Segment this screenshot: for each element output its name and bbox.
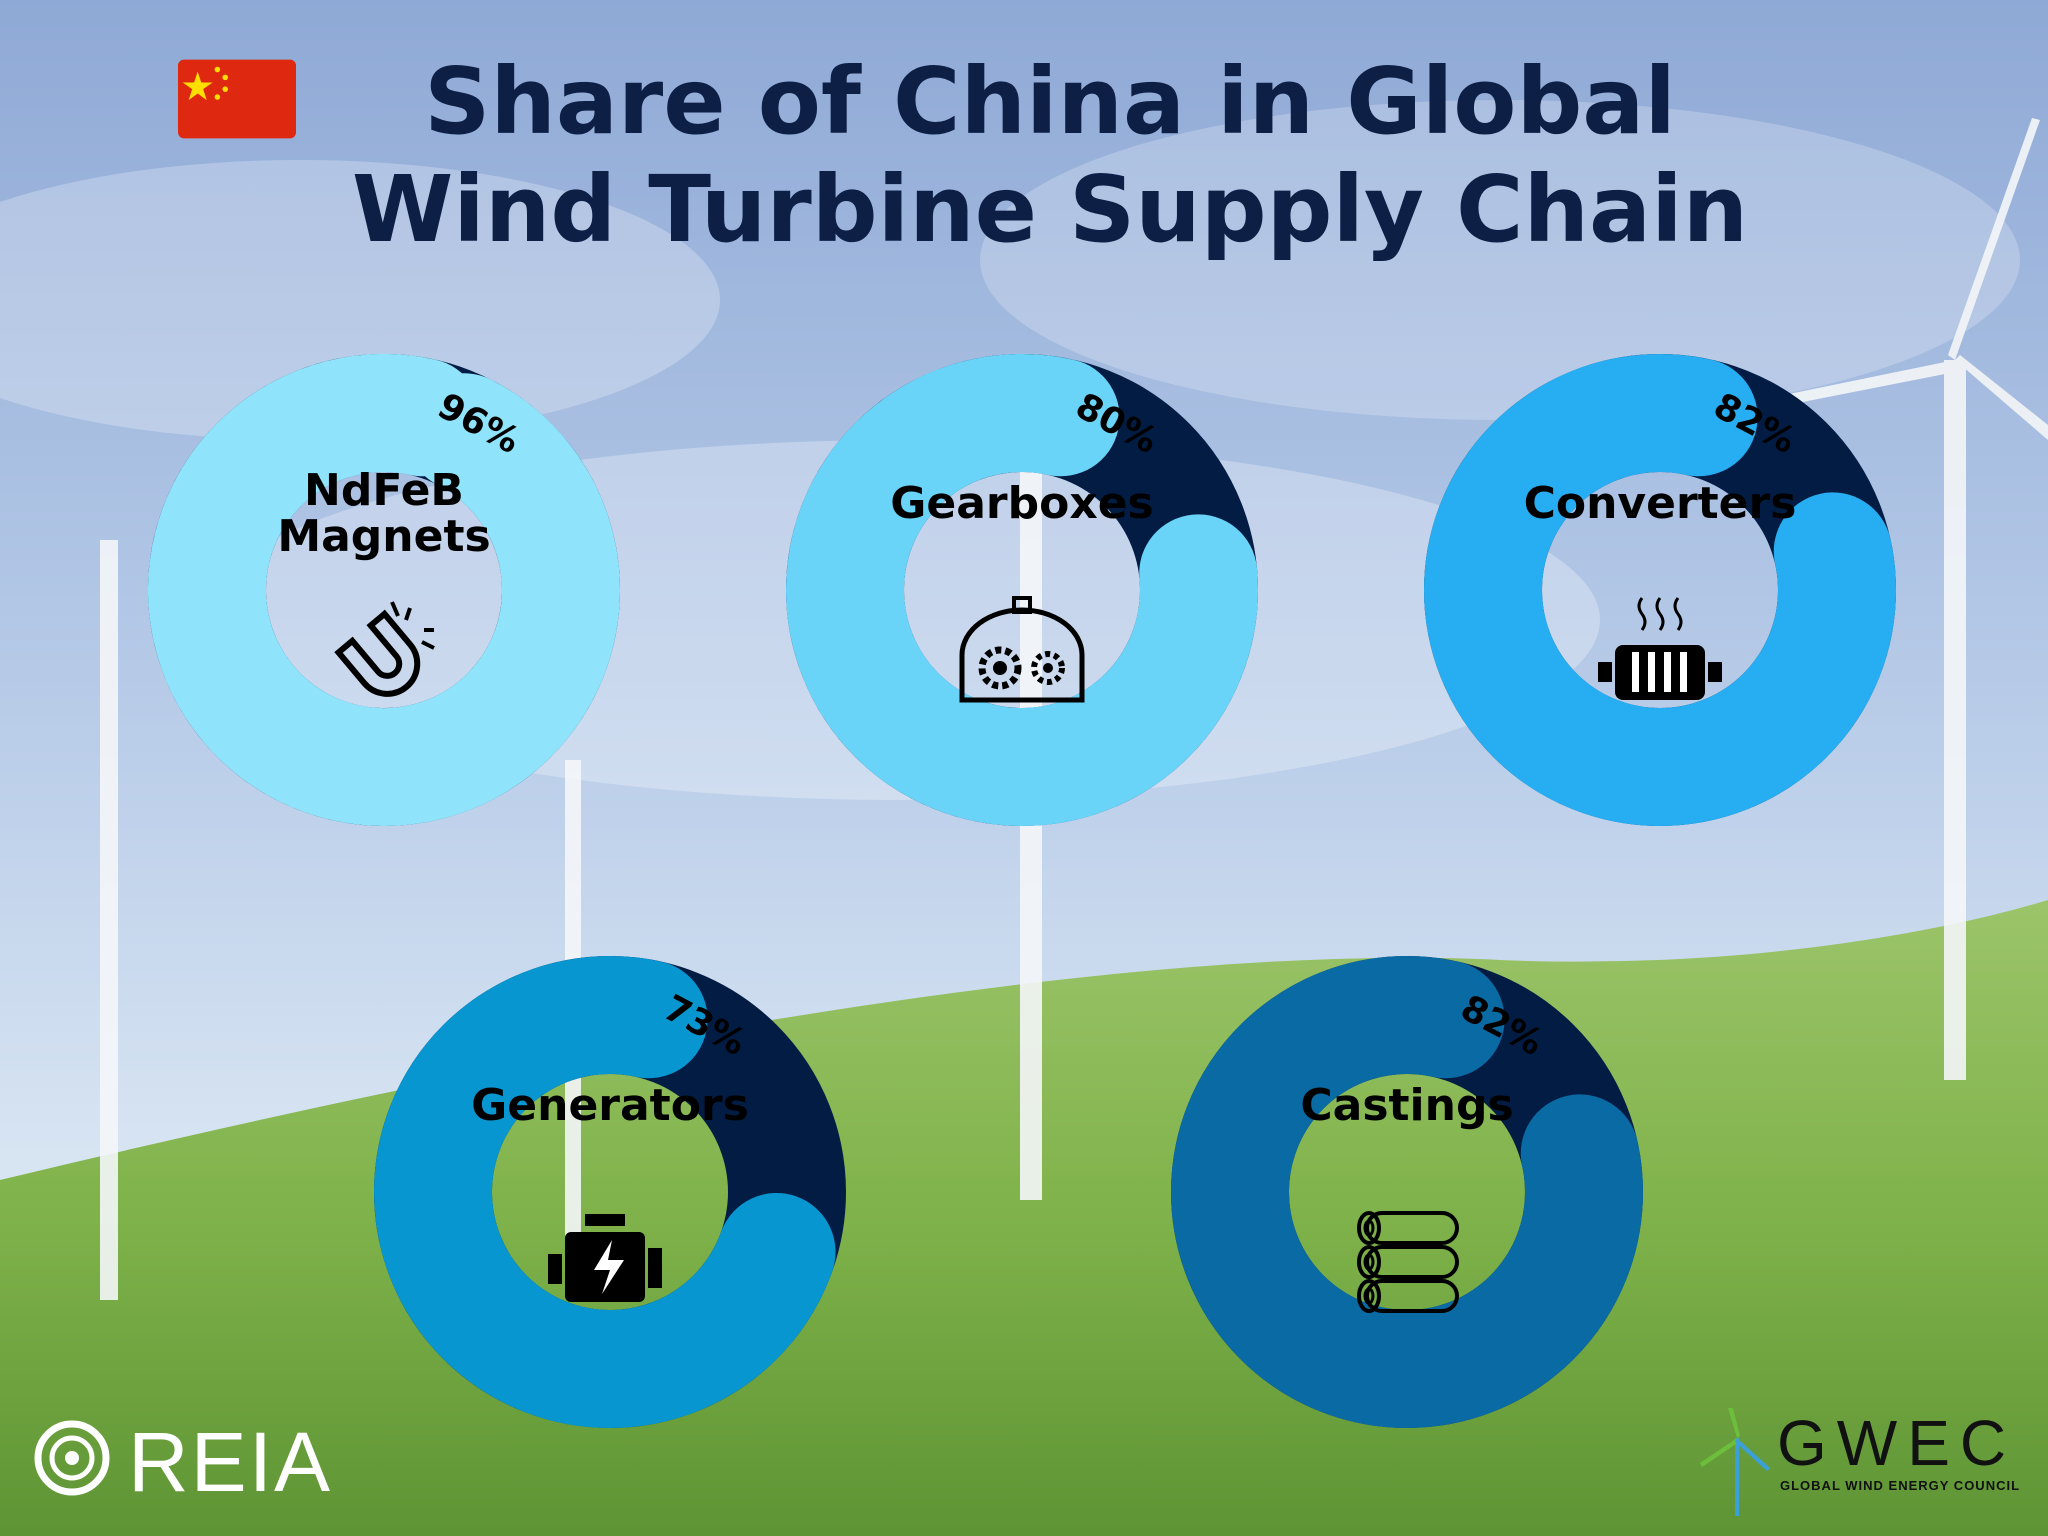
donut-category-label: Generators (471, 1080, 749, 1131)
donut-category-label: Magnets (277, 511, 490, 562)
donut-converters: 82%Converters (1424, 354, 1896, 826)
donut-category-label: NdFeB (304, 465, 464, 516)
generator-icon (548, 1214, 662, 1302)
china-flag-icon (178, 59, 296, 139)
donut-castings: 82%Castings (1171, 956, 1643, 1428)
castings-icon (1357, 1211, 1459, 1313)
donut-category-label: Converters (1524, 478, 1797, 529)
page-title: Share of China in Global Wind Turbine Su… (351, 48, 1749, 263)
donut-value-arc (1424, 354, 1896, 826)
donut-generators: 73%Generators (374, 956, 846, 1428)
donut-gearboxes: 80%Gearboxes (786, 354, 1258, 826)
magnet-icon (334, 601, 435, 697)
gwec-logo-text: GWEC (1777, 1407, 2017, 1479)
gearbox-icon (959, 596, 1085, 703)
donut-value-arc (374, 956, 836, 1428)
reia-logo-text: REIA (128, 1415, 333, 1509)
donut-value-arc (1171, 956, 1643, 1428)
donut-value-arc (148, 354, 620, 826)
donut-category-label: Gearboxes (890, 478, 1153, 529)
reia-logo (34, 1420, 110, 1496)
donut-category-label: Castings (1300, 1080, 1513, 1131)
converter-icon (1598, 597, 1722, 700)
gwec-logo (1700, 1408, 1770, 1516)
gwec-logo-subtitle: GLOBAL WIND ENERGY COUNCIL (1780, 1478, 2021, 1493)
donut-value-arc (786, 354, 1258, 826)
